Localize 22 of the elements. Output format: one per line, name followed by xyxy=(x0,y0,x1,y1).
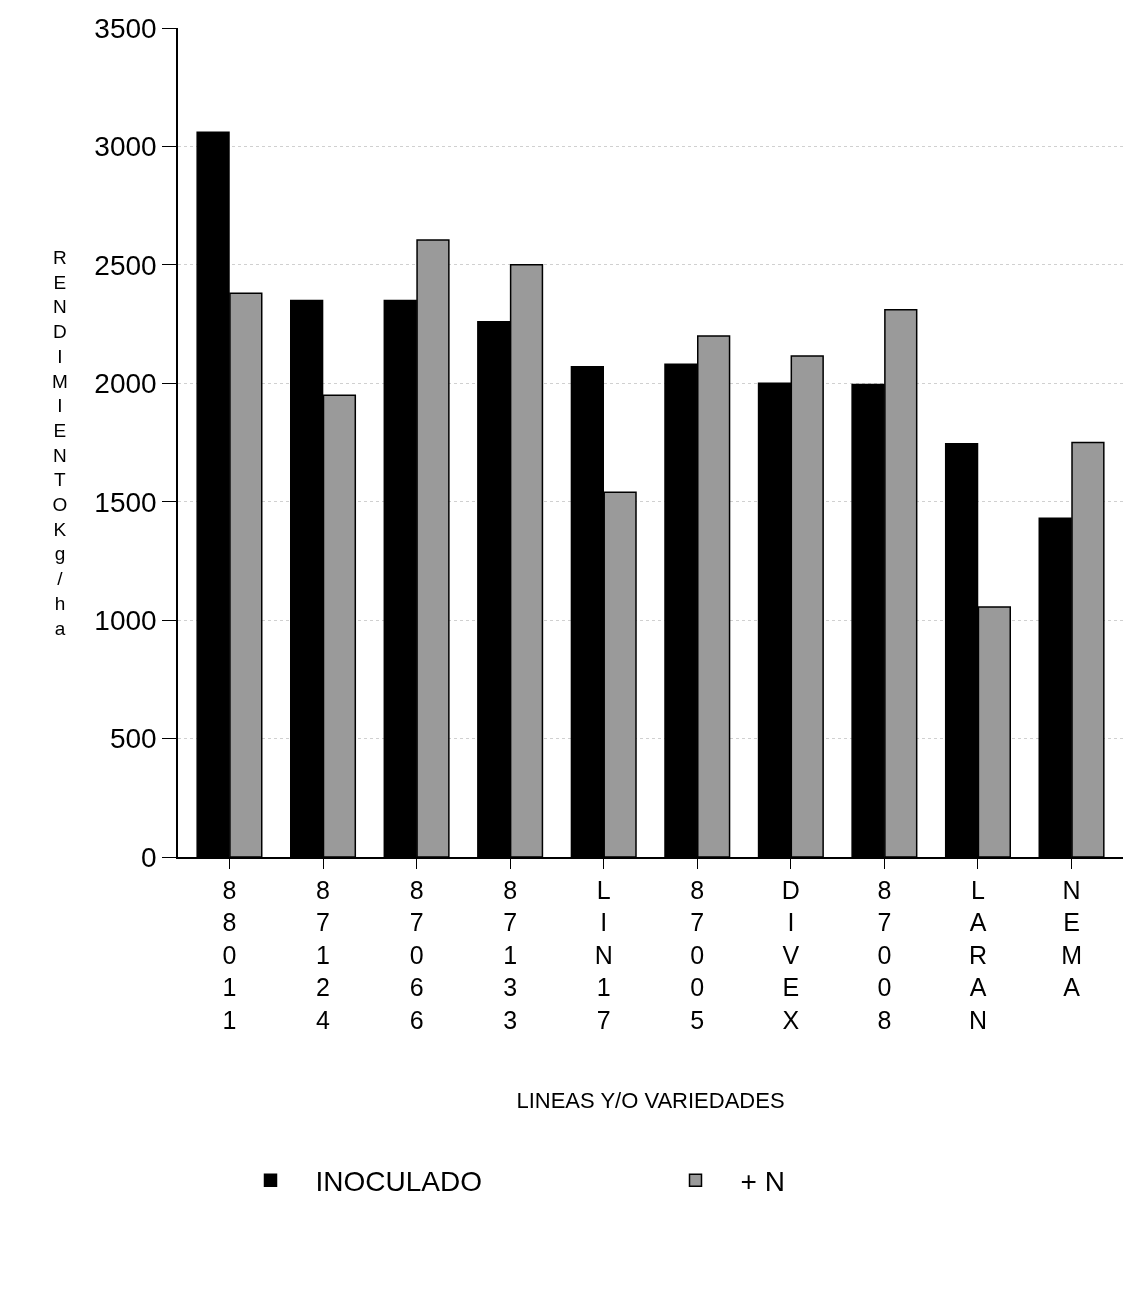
y-tick-label: 3000 xyxy=(94,131,157,163)
x-tick-label: 87066 xyxy=(409,875,424,1034)
y-tick-label: 1500 xyxy=(94,486,157,518)
y-tick-label: 2500 xyxy=(94,249,157,281)
y-tick-label: 2000 xyxy=(94,368,157,400)
legend-label: + N xyxy=(740,1166,785,1198)
x-tick-label: NEMA xyxy=(1061,875,1082,1002)
x-tick-label: 87005 xyxy=(690,875,705,1034)
legend-label: INOCULADO xyxy=(315,1166,482,1198)
x-tick-label: LARAN xyxy=(968,875,988,1034)
x-tick-label: 87008 xyxy=(877,875,892,1034)
y-tick-label: 3500 xyxy=(94,12,157,44)
x-axis-title: LINEAS Y/O VARIEDADES xyxy=(516,1088,785,1114)
x-tick-label: 88011 xyxy=(222,875,237,1034)
text: RENDIMIENTO Kg/ha xyxy=(52,247,68,639)
y-tick-label: 500 xyxy=(109,723,157,755)
x-tick-label: 87124 xyxy=(316,875,331,1034)
y-tick-label: 0 xyxy=(141,841,157,873)
x-tick-label: DIVEX xyxy=(781,875,800,1034)
x-tick-label: LIN17 xyxy=(594,875,613,1034)
x-tick-label: 87133 xyxy=(503,875,518,1034)
y-tick-label: 1000 xyxy=(94,604,157,636)
